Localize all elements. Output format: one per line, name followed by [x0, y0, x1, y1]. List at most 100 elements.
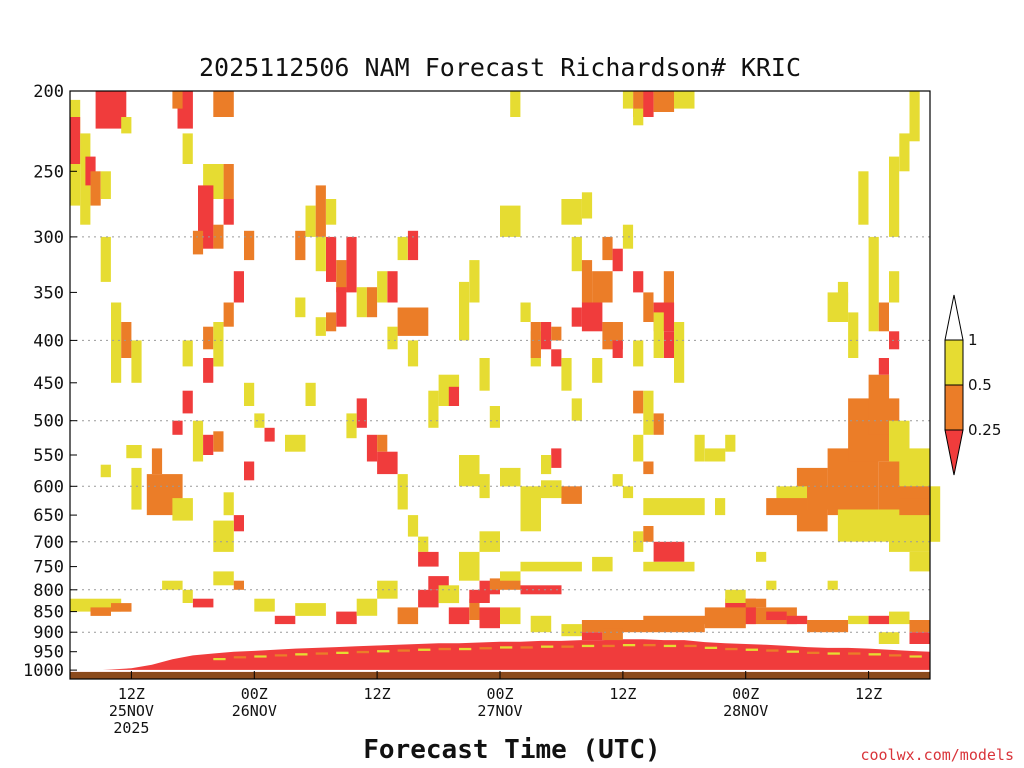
boundary-layer-stripe	[909, 655, 922, 658]
ri-cell	[407, 515, 419, 537]
ri-cell	[223, 199, 234, 225]
ri-cell	[233, 515, 244, 532]
ri-cell	[694, 434, 705, 462]
ri-cell	[561, 199, 582, 225]
boundary-layer-stripe	[459, 647, 472, 651]
ri-cell	[643, 292, 654, 322]
x-tick-label: 25NOV	[109, 702, 154, 720]
ri-cell	[612, 474, 623, 487]
ri-cell	[203, 434, 214, 455]
boundary-layer-stripe	[848, 652, 861, 655]
ri-cell	[602, 628, 623, 641]
ri-cell	[100, 464, 111, 478]
ri-cell	[561, 486, 582, 504]
boundary-layer-stripe	[725, 647, 738, 651]
boundary-layer-stripe	[581, 644, 595, 648]
ri-cell	[663, 331, 674, 358]
ri-cell	[121, 322, 132, 358]
ri-cell	[592, 556, 613, 572]
legend-swatch-0.25-0.5	[944, 384, 964, 431]
ri-cell	[766, 580, 777, 590]
ri-cell	[131, 467, 142, 510]
ri-cell	[663, 271, 674, 303]
ri-cell	[182, 589, 193, 603]
ri-cell	[85, 156, 96, 186]
x-tick-label: 27NOV	[477, 702, 522, 720]
boundary-layer-stripe	[315, 652, 328, 655]
ri-cell	[459, 551, 480, 581]
ri-cell	[530, 322, 541, 358]
ri-cell	[766, 611, 787, 620]
ri-cell	[500, 607, 521, 625]
ri-cell	[479, 358, 490, 391]
ri-cell	[346, 413, 357, 439]
ri-cell	[469, 260, 480, 303]
ri-cell	[336, 287, 347, 327]
ri-cell	[377, 451, 398, 475]
chart-title: 2025112506 NAM Forecast Richardson# KRIC	[199, 53, 801, 82]
ri-cell	[336, 260, 347, 293]
boundary-layer-stripe	[418, 648, 431, 651]
ri-cell	[510, 91, 521, 117]
y-tick-label: 700	[33, 533, 64, 553]
ri-cell	[233, 580, 244, 590]
ri-cell	[70, 117, 81, 164]
ri-cell	[633, 531, 644, 552]
ri-cell	[213, 520, 234, 552]
ri-cell	[90, 171, 101, 206]
boundary-layer-stripe	[397, 649, 410, 652]
y-tick-label: 750	[33, 558, 64, 578]
y-tick-label: 950	[33, 643, 64, 663]
ri-cell	[407, 340, 419, 367]
ri-cell	[858, 171, 869, 225]
ri-cell	[899, 133, 910, 172]
x-tick-label: 12Z	[855, 685, 882, 703]
ri-cell	[837, 281, 849, 303]
y-tick-label: 200	[33, 82, 64, 102]
x-tick-label: 12Z	[364, 685, 391, 703]
ri-cell	[418, 551, 439, 567]
y-tick-label: 400	[33, 331, 64, 351]
ri-cell	[366, 434, 378, 462]
ri-cell	[520, 561, 582, 572]
ri-cell	[643, 390, 654, 435]
ri-cell	[571, 398, 582, 421]
ri-cell	[500, 571, 521, 581]
ri-cell	[704, 448, 726, 462]
ri-cell	[397, 236, 408, 261]
ri-cell	[786, 615, 808, 625]
ri-cell	[315, 185, 326, 237]
ri-cell	[397, 474, 408, 510]
ri-cell	[715, 498, 726, 516]
ri-cell	[889, 271, 900, 303]
ri-cell	[520, 585, 541, 595]
boundary-layer-stripe	[479, 647, 492, 650]
ri-cell	[878, 358, 889, 375]
ri-cell	[213, 91, 234, 117]
ri-cell	[254, 598, 275, 612]
ri-cell	[612, 248, 623, 272]
ri-cell	[541, 480, 562, 499]
ri-cell	[643, 461, 654, 475]
y-tick-label: 300	[33, 228, 64, 248]
boundary-layer-stripe	[786, 650, 799, 653]
ri-cell	[909, 632, 930, 644]
ri-cell	[172, 498, 193, 521]
ri-cell	[326, 199, 337, 225]
ri-cell	[264, 427, 275, 442]
ri-cell	[725, 434, 736, 452]
ri-cell	[356, 398, 367, 428]
ri-cell	[571, 307, 582, 327]
boundary-layer-stripe	[561, 645, 574, 648]
ri-cell	[633, 390, 644, 414]
ri-cell	[633, 434, 644, 462]
ri-cell	[592, 358, 603, 383]
ri-cell	[244, 382, 255, 406]
boundary-layer-stripe	[643, 644, 656, 647]
ri-cell	[889, 156, 900, 237]
ri-cell	[766, 498, 808, 516]
y-tick-label: 500	[33, 412, 64, 432]
ri-cell	[653, 413, 664, 435]
